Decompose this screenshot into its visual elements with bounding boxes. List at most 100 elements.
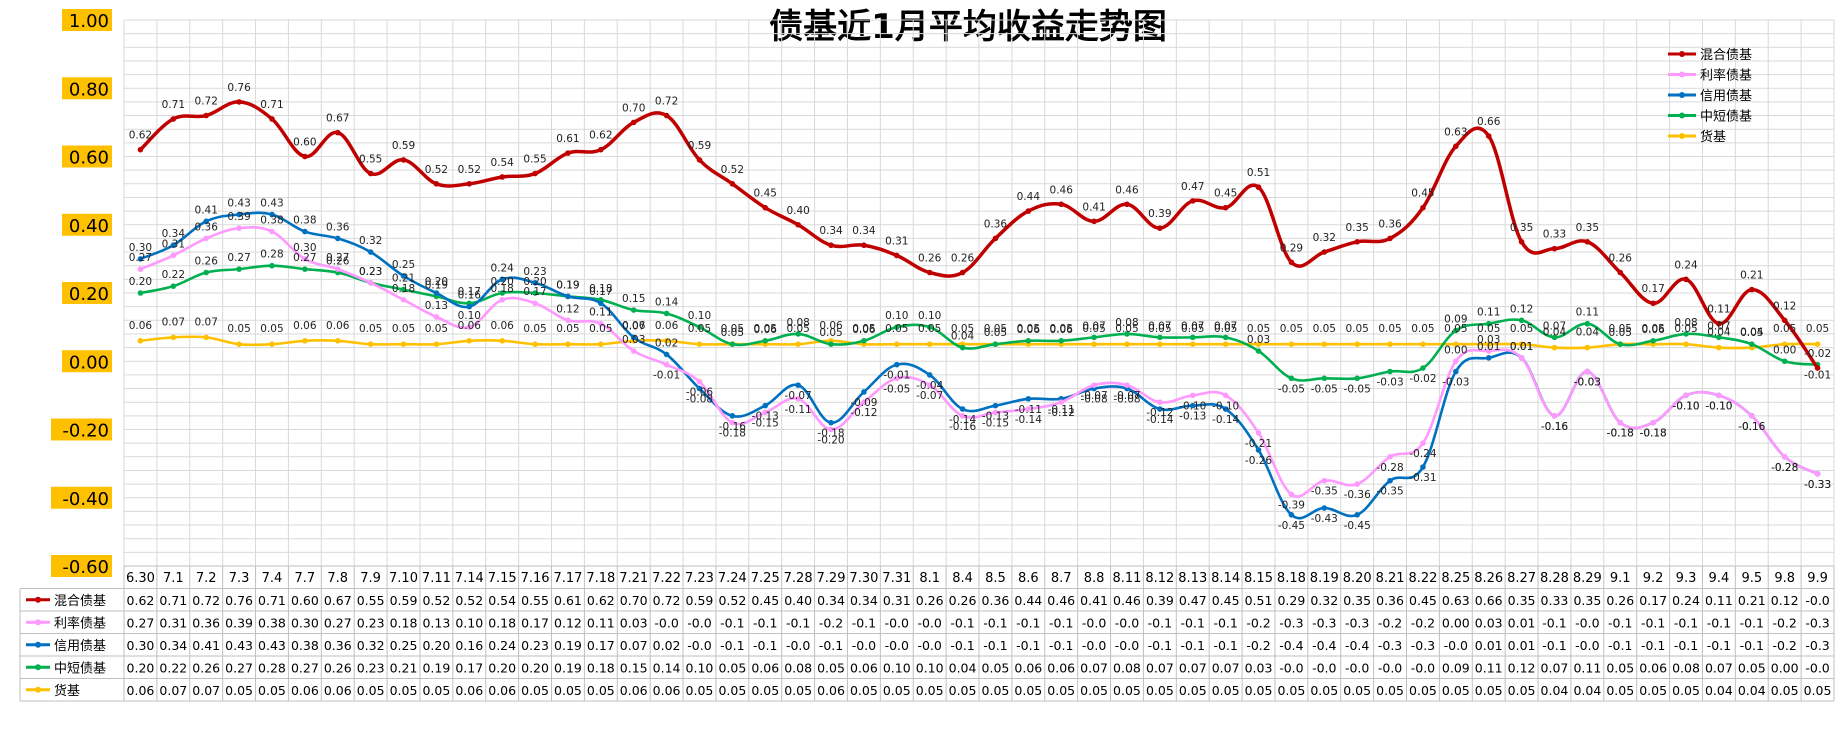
table-cell: -0.4 — [1312, 638, 1336, 653]
table-cell: -0.2 — [1378, 615, 1402, 630]
table-cell: 0.06 — [817, 683, 845, 698]
data-point — [400, 286, 407, 293]
table-cell: 0.18 — [587, 660, 615, 675]
table-cell: 0.05 — [718, 683, 746, 698]
data-label: -0.10 — [1212, 400, 1239, 412]
data-point — [367, 279, 374, 286]
data-label: 0.45 — [1411, 188, 1434, 200]
data-label: 0.27 — [227, 252, 250, 264]
table-cell: -0.1 — [1674, 638, 1698, 653]
data-point — [1420, 464, 1426, 470]
data-label: 0.46 — [1115, 184, 1139, 196]
data-point — [1222, 406, 1229, 412]
data-point — [1584, 320, 1591, 327]
data-point — [1124, 331, 1130, 337]
data-label: 0.05 — [885, 323, 908, 335]
data-point — [269, 116, 275, 122]
table-cell: 0.05 — [357, 683, 385, 698]
data-label: -0.14 — [1015, 414, 1042, 426]
data-point — [137, 146, 144, 153]
data-point — [433, 290, 440, 296]
data-label: 0.05 — [359, 323, 382, 335]
grid-layer — [123, 19, 1835, 567]
table-cell: 0.12 — [554, 615, 582, 630]
data-point — [663, 351, 670, 358]
data-label: 0.06 — [1641, 324, 1665, 336]
y-tick-label: 1.00 — [69, 11, 109, 32]
data-point — [795, 382, 801, 388]
data-point — [466, 181, 473, 187]
data-label: 0.41 — [195, 204, 218, 216]
table-cell: 0.04 — [1541, 683, 1569, 698]
table-cell: 0.35 — [1343, 593, 1371, 608]
table-cell: -0.0 — [852, 638, 876, 653]
data-point — [400, 157, 407, 163]
data-point — [137, 256, 144, 262]
x-tick-label: 7.3 — [229, 571, 250, 586]
x-tick-label: 8.4 — [952, 571, 973, 586]
data-label: 0.05 — [1444, 323, 1467, 335]
legend-label: 信用债基 — [1700, 89, 1752, 104]
data-point — [170, 242, 177, 249]
data-label: -0.24 — [1409, 448, 1436, 460]
table-cell: -0.1 — [1674, 615, 1698, 630]
data-point — [170, 116, 177, 122]
data-point — [959, 413, 966, 419]
data-label: 0.41 — [1082, 201, 1105, 213]
data-point — [1453, 143, 1459, 150]
data-point — [433, 314, 440, 320]
table-cell: -0.1 — [753, 638, 777, 653]
table-cell: 0.05 — [587, 683, 615, 698]
table-cell: -0.0 — [917, 615, 941, 630]
table-cell: -0.0 — [1082, 638, 1106, 653]
y-tick-bg — [62, 213, 112, 236]
table-cell: 0.08 — [784, 660, 812, 675]
data-point — [959, 344, 966, 351]
data-label: -0.01 — [1804, 370, 1831, 382]
data-point — [992, 341, 999, 347]
legend-marker — [1679, 133, 1685, 139]
x-tick-label: 8.8 — [1084, 571, 1105, 586]
table-cell: -0.1 — [786, 615, 810, 630]
data-point — [1814, 341, 1821, 347]
table-cell: 0.05 — [1277, 683, 1305, 698]
x-tick-label: 8.19 — [1310, 571, 1339, 586]
x-tick-label: 6.30 — [126, 571, 155, 586]
legend-label: 中短债基 — [1700, 110, 1752, 125]
series-line — [139, 100, 1820, 370]
data-point — [1157, 406, 1163, 412]
data-label: -0.10 — [1705, 400, 1732, 412]
data-point — [729, 413, 736, 419]
table-cell: 0.46 — [1047, 593, 1075, 608]
data-label: 0.05 — [984, 323, 1007, 335]
x-tick-label: 7.11 — [422, 571, 451, 586]
table-cell: 0.06 — [488, 683, 516, 698]
table-cell: -0.1 — [950, 638, 974, 653]
table-cell: 0.72 — [192, 593, 220, 608]
table-cell: 0.52 — [422, 593, 450, 608]
data-point — [1288, 375, 1295, 382]
legend-marker — [1679, 71, 1685, 78]
data-point — [1420, 204, 1426, 211]
data-label: -0.11 — [1015, 404, 1042, 416]
data-label: 0.12 — [1773, 300, 1796, 312]
data-label: 0.44 — [1017, 191, 1041, 203]
table-cell: 0.18 — [390, 615, 418, 630]
data-point — [696, 378, 703, 385]
data-point — [1551, 245, 1558, 252]
x-tick-label: 7.15 — [488, 571, 517, 586]
table-cell: 0.45 — [751, 593, 779, 608]
table-cell: 0.26 — [1606, 593, 1634, 608]
data-point — [828, 341, 834, 347]
table-cell: 0.05 — [982, 660, 1010, 675]
series-1 — [137, 99, 1821, 371]
data-point — [499, 297, 505, 303]
data-label: -0.39 — [1278, 499, 1305, 511]
data-label: 0.05 — [1740, 327, 1763, 339]
x-tick-label: 9.8 — [1774, 571, 1795, 586]
data-label: 0.06 — [754, 324, 778, 336]
table-cell: 0.33 — [1541, 593, 1569, 608]
data-point — [861, 337, 867, 344]
table-cell: 0.63 — [1442, 593, 1470, 608]
data-point — [367, 170, 374, 177]
